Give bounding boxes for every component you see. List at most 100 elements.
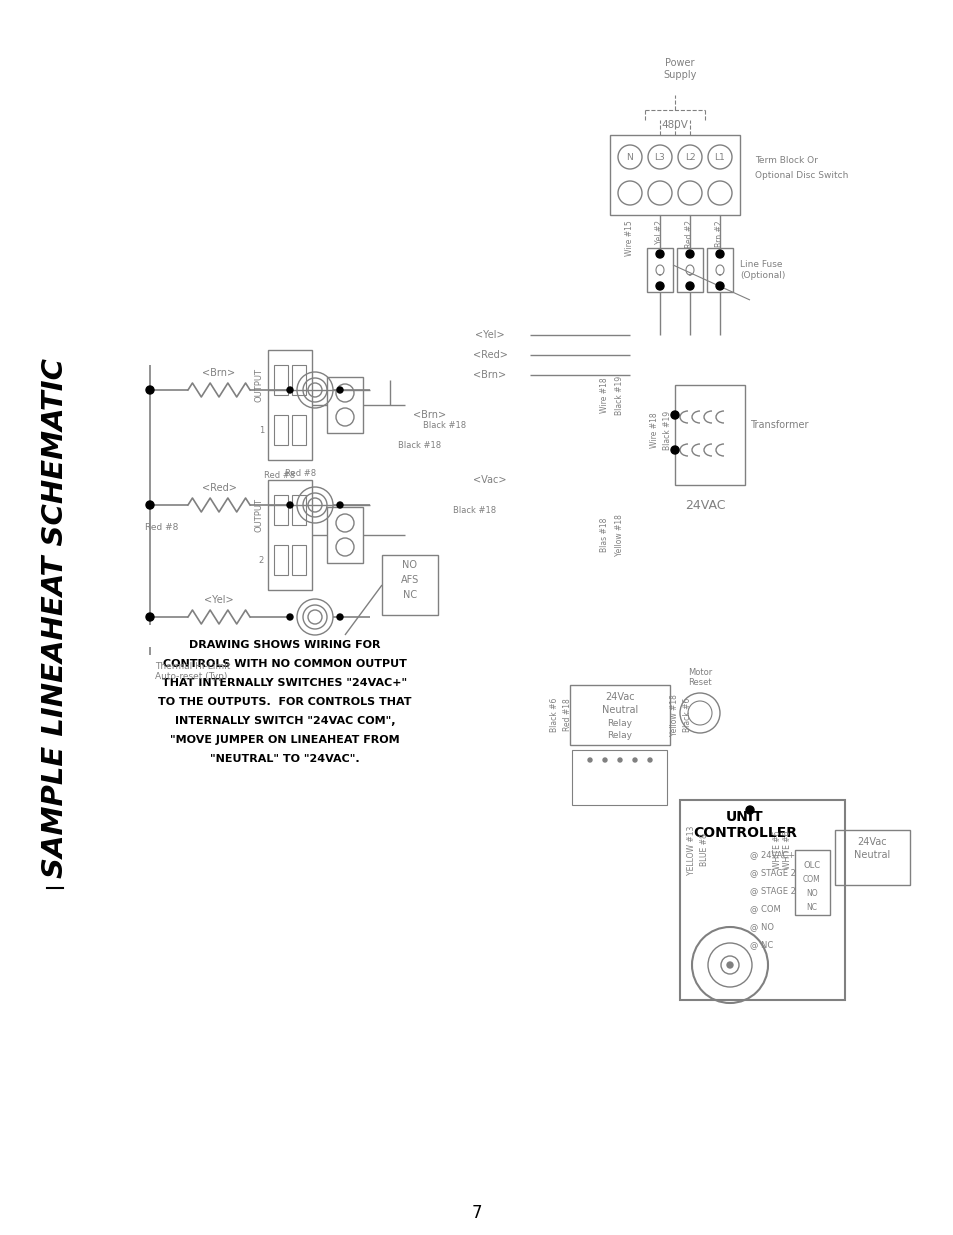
Text: <Brn>: <Brn> (202, 368, 235, 378)
Text: L2: L2 (684, 152, 695, 162)
Text: L1: L1 (714, 152, 724, 162)
Circle shape (336, 614, 343, 620)
Text: Black #19: Black #19 (662, 410, 672, 450)
Text: INTERNALLY SWITCH "24VAC COM",: INTERNALLY SWITCH "24VAC COM", (174, 716, 395, 726)
Text: Motor
Reset: Motor Reset (687, 668, 711, 687)
Text: COM: COM (802, 876, 820, 884)
Text: OUTPUT: OUTPUT (254, 368, 264, 403)
Bar (274, 366, 288, 395)
Text: UNIT: UNIT (725, 810, 763, 824)
Text: @ NO: @ NO (749, 923, 773, 931)
Text: Black #18: Black #18 (398, 441, 441, 450)
Text: Black #6: Black #6 (550, 698, 558, 732)
Text: Red #8: Red #8 (145, 522, 178, 531)
Circle shape (618, 758, 621, 762)
Circle shape (146, 613, 153, 621)
Text: Neutral: Neutral (853, 850, 889, 860)
Text: Black #19: Black #19 (615, 375, 624, 415)
Circle shape (336, 387, 343, 393)
Text: Optional Disc Switch: Optional Disc Switch (754, 170, 847, 179)
Text: 1: 1 (258, 426, 264, 435)
Bar (675, 385, 744, 485)
Bar (292, 415, 306, 445)
Circle shape (336, 501, 343, 508)
Text: Transformer: Transformer (749, 420, 807, 430)
Text: 24VAC: 24VAC (684, 499, 724, 511)
Text: NC: NC (402, 590, 416, 600)
Bar (292, 366, 306, 395)
Text: Red #8: Red #8 (285, 468, 315, 478)
Circle shape (287, 614, 293, 620)
Text: Yellow #18: Yellow #18 (670, 694, 679, 736)
Text: Relay: Relay (607, 719, 632, 727)
Bar (381, 555, 437, 615)
Bar (677, 248, 702, 291)
Text: Wire #18: Wire #18 (650, 412, 659, 448)
Text: Red #8: Red #8 (264, 471, 295, 479)
Circle shape (726, 962, 732, 968)
Bar (268, 350, 312, 459)
Circle shape (656, 249, 663, 258)
Bar (572, 750, 666, 805)
Text: @ COM: @ COM (749, 904, 780, 914)
Text: "NEUTRAL" TO "24VAC".: "NEUTRAL" TO "24VAC". (210, 755, 359, 764)
Bar (834, 830, 909, 885)
Bar (274, 545, 288, 576)
Text: L3: L3 (654, 152, 664, 162)
Text: @ STAGE 2: @ STAGE 2 (749, 887, 795, 895)
Text: Yellow #18: Yellow #18 (615, 514, 624, 556)
Circle shape (647, 758, 651, 762)
Text: Red #2: Red #2 (685, 220, 694, 248)
Text: DRAWING SHOWS WIRING FOR: DRAWING SHOWS WIRING FOR (189, 640, 380, 650)
Text: 480V: 480V (660, 120, 688, 130)
Text: Black #18: Black #18 (453, 505, 497, 515)
Text: YELLOW #13: YELLOW #13 (687, 825, 696, 874)
Circle shape (745, 806, 753, 814)
Text: <Red>: <Red> (472, 350, 507, 359)
Bar (274, 415, 288, 445)
Bar (327, 508, 363, 563)
Text: Red #18: Red #18 (563, 699, 572, 731)
Text: <Red>: <Red> (201, 483, 236, 493)
Text: 24Vac: 24Vac (604, 692, 634, 701)
Text: 7: 7 (471, 1204, 482, 1221)
Text: BLUE #8: BLUE #8 (700, 834, 709, 867)
Text: Term Block Or: Term Block Or (754, 156, 817, 164)
Text: Power
Supply: Power Supply (662, 58, 696, 80)
Circle shape (633, 758, 637, 762)
Circle shape (146, 501, 153, 509)
Circle shape (587, 758, 592, 762)
Circle shape (602, 758, 606, 762)
Bar (569, 685, 669, 745)
Bar (679, 800, 844, 1000)
Circle shape (716, 249, 723, 258)
Text: Brn #2: Brn #2 (715, 220, 723, 247)
Text: OUTPUT: OUTPUT (254, 498, 264, 532)
Bar (706, 248, 732, 291)
Text: Yel #2: Yel #2 (655, 220, 664, 245)
Text: Relay: Relay (607, 730, 632, 740)
Text: NO: NO (402, 559, 417, 571)
Text: TO THE OUTPUTS.  FOR CONTROLS THAT: TO THE OUTPUTS. FOR CONTROLS THAT (158, 697, 412, 706)
Bar (609, 135, 740, 215)
Circle shape (670, 446, 679, 454)
Circle shape (670, 411, 679, 419)
Text: <Brn>: <Brn> (473, 370, 506, 380)
Text: N: N (626, 152, 633, 162)
Text: WHITE #6: WHITE #6 (782, 831, 792, 869)
Circle shape (146, 387, 153, 394)
Text: Line Fuse
(Optional): Line Fuse (Optional) (740, 261, 784, 279)
Bar (794, 850, 829, 915)
Bar (327, 377, 363, 433)
Text: Black #18: Black #18 (423, 420, 466, 430)
Text: 24Vac: 24Vac (857, 837, 886, 847)
Circle shape (685, 249, 693, 258)
Text: CONTROLLER: CONTROLLER (692, 826, 796, 840)
Circle shape (287, 387, 293, 393)
Circle shape (716, 282, 723, 290)
Text: @ 24VAC+: @ 24VAC+ (749, 851, 794, 860)
Text: Black #6: Black #6 (682, 698, 692, 732)
Text: AFS: AFS (400, 576, 418, 585)
Text: Thermal Hi-Limit
Auto-reset (Typ): Thermal Hi-Limit Auto-reset (Typ) (154, 662, 230, 682)
Text: Blas #18: Blas #18 (599, 517, 609, 552)
